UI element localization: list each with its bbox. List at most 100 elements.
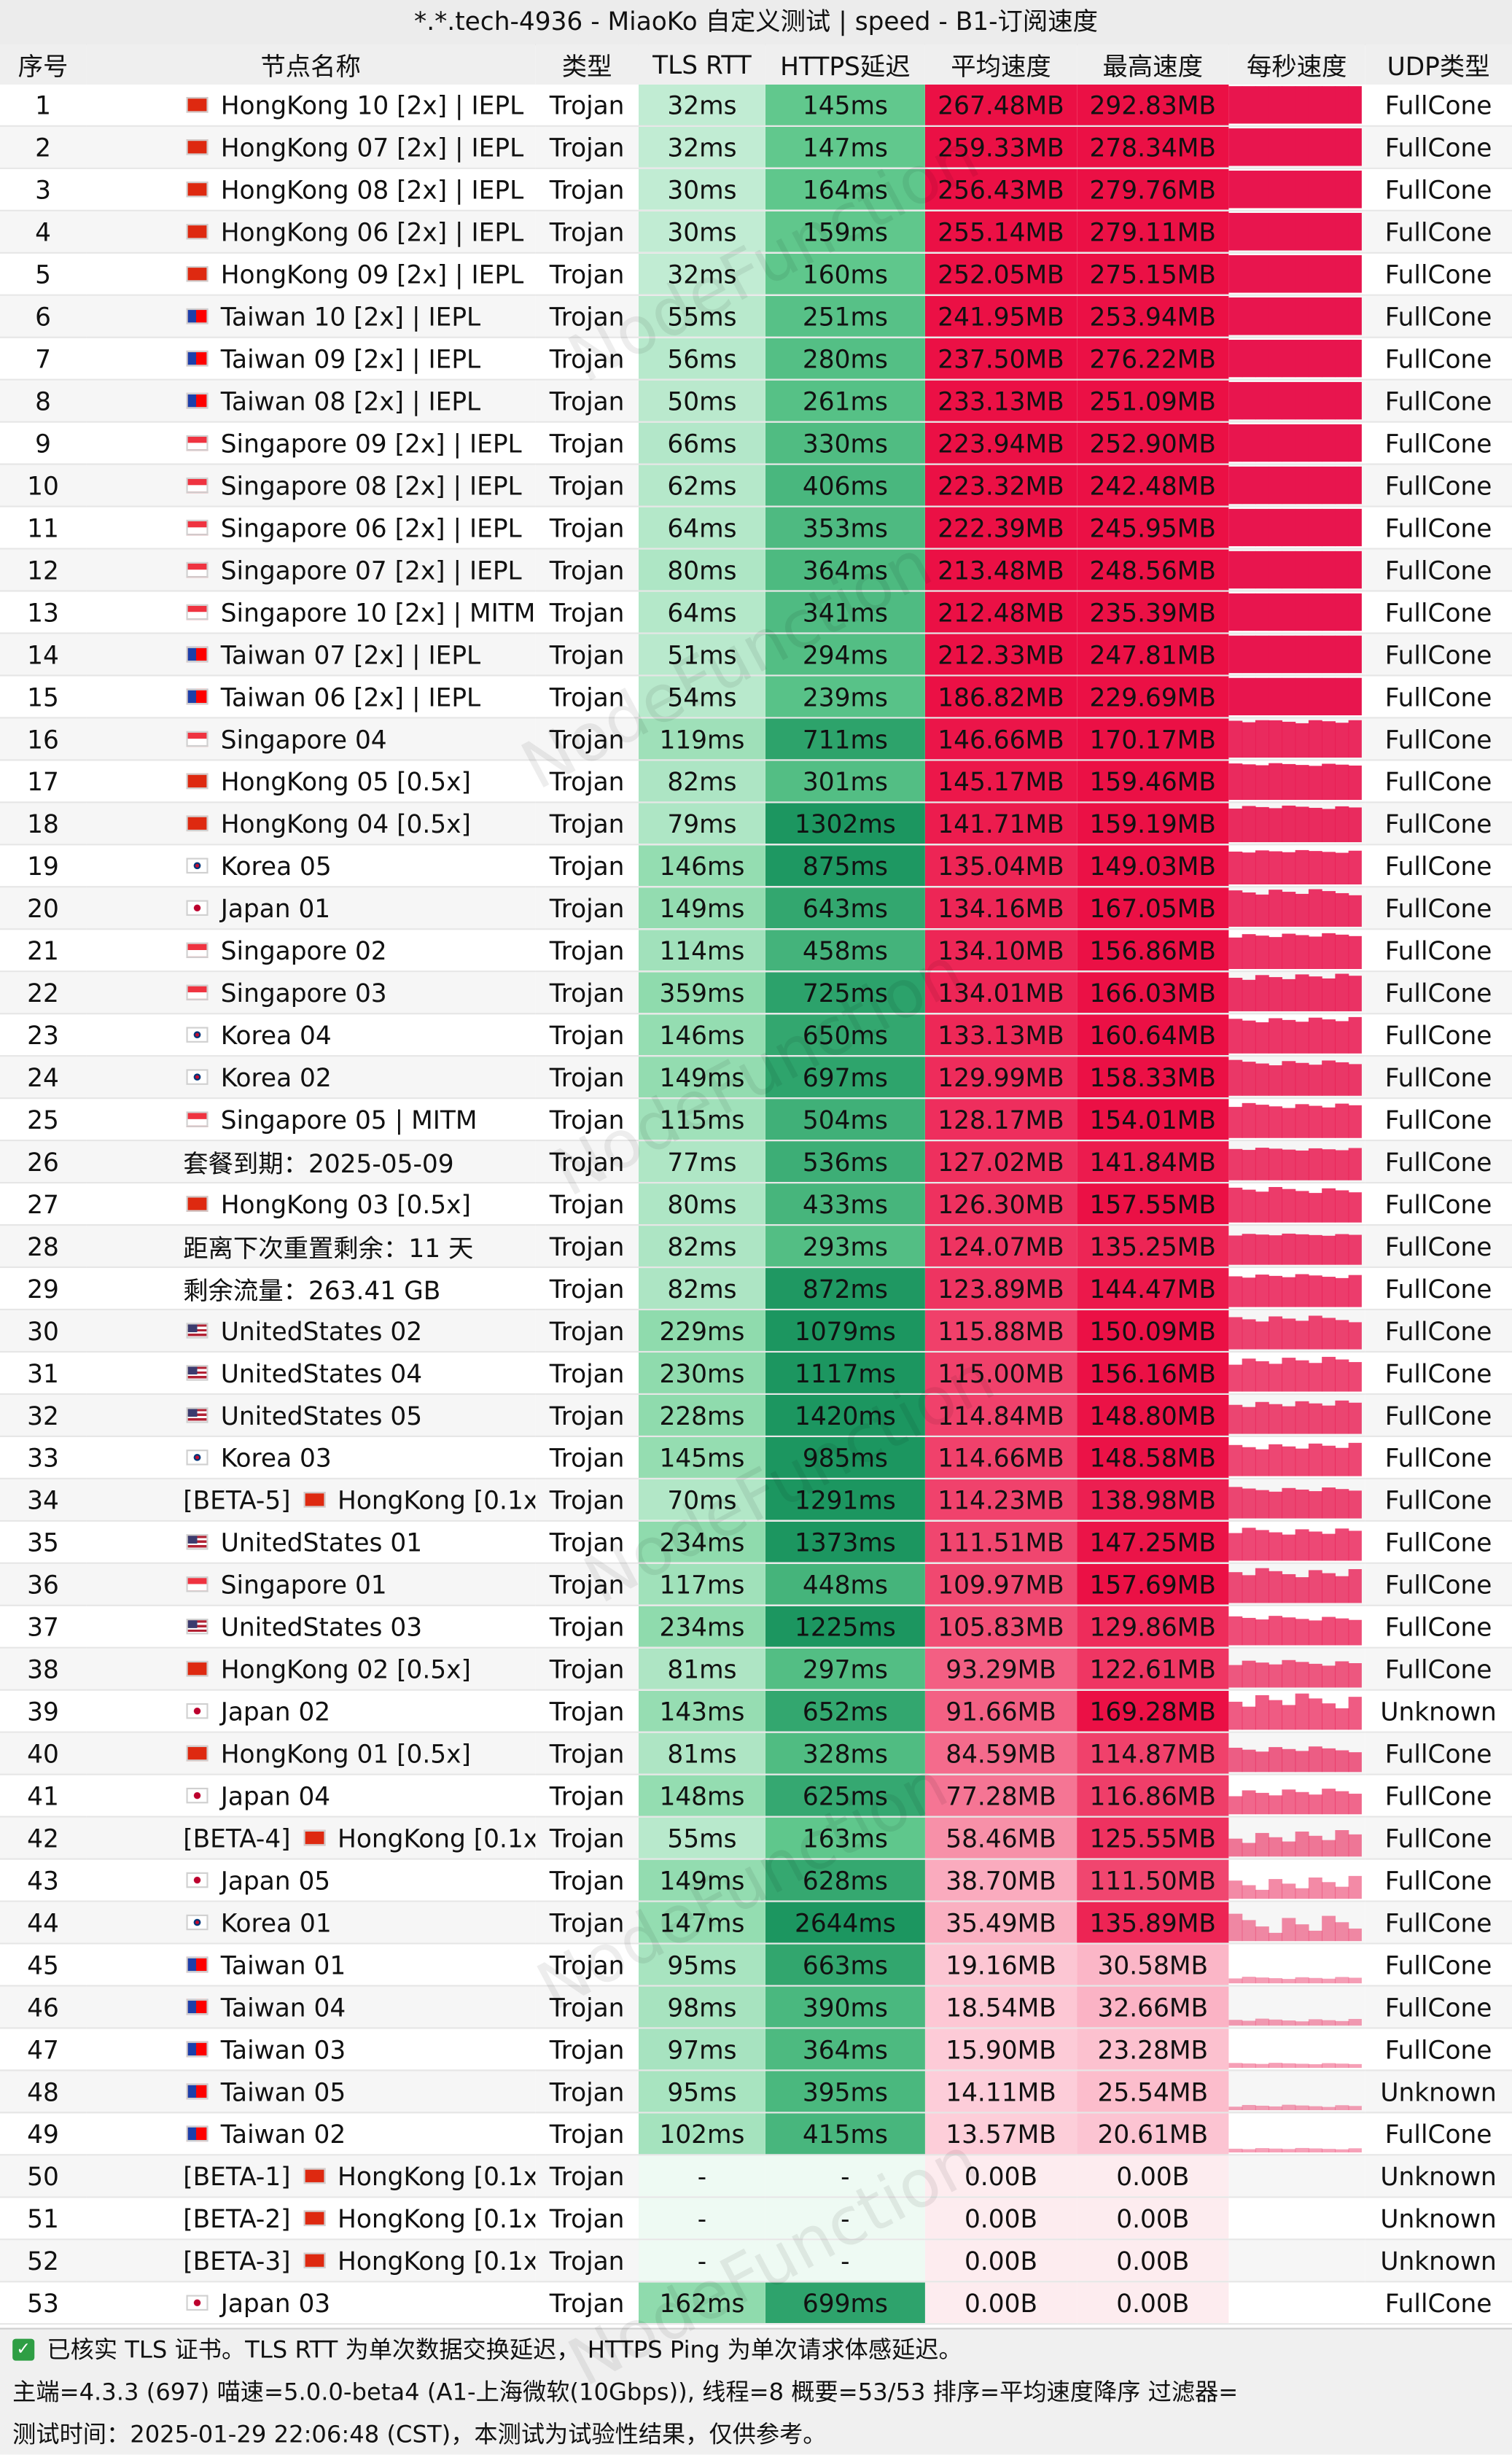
table-row[interactable]: 5 HongKong 09 [2x] | IEPL Trojan 32ms 160ms 2… (0, 252, 1512, 296)
avg-speed: 0.00B (924, 2197, 1078, 2241)
tls-rtt: 66ms (638, 421, 765, 465)
table-row[interactable]: 38 HongKong 02 [0.5x] Trojan 81ms 297ms 93.29… (0, 1647, 1512, 1691)
per-second-spark (1228, 591, 1365, 634)
spark-bar (1255, 975, 1269, 1011)
max-speed: 144.47MB (1077, 1267, 1229, 1311)
spark-bar (1269, 1879, 1283, 1899)
spark-bar (1335, 128, 1349, 166)
spark-bar (1282, 1446, 1296, 1476)
col-avg-speed[interactable]: 平均速度 (924, 44, 1078, 85)
table-row[interactable]: 46 Taiwan 04 Trojan 98ms 390ms 18.54MB 32.66MB… (0, 1985, 1512, 2029)
table-row[interactable]: 42 [BETA-4] HongKong [0.1x] Trojan 55ms 163ms… (0, 1816, 1512, 1860)
table-row[interactable]: 3 HongKong 08 [2x] | IEPL Trojan 30ms 164ms 2… (0, 168, 1512, 211)
col-per-second[interactable]: 每秒速度 (1228, 44, 1365, 85)
col-tls-rtt[interactable]: TLS RTT (638, 44, 765, 85)
table-row[interactable]: 29 剩余流量：263.41 GB Trojan 82ms 872ms 123.89MB 1… (0, 1267, 1512, 1311)
table-row[interactable]: 16 Singapore 04 Trojan 119ms 711ms 146.66MB 17… (0, 717, 1512, 761)
tls-rtt: 234ms (638, 1605, 765, 1649)
max-speed: 156.86MB (1077, 929, 1229, 973)
per-second-chart (1228, 933, 1362, 969)
udp-type: FullCone (1365, 1943, 1512, 1987)
col-index[interactable]: 序号 (0, 44, 87, 85)
table-row[interactable]: 36 Singapore 01 Trojan 117ms 448ms 109.97MB 15… (0, 1563, 1512, 1606)
table-row[interactable]: 15 Taiwan 06 [2x] | IEPL Trojan 54ms 239ms 18… (0, 675, 1512, 719)
table-row[interactable]: 40 HongKong 01 [0.5x] Trojan 81ms 328ms 84.59… (0, 1732, 1512, 1775)
table-row[interactable]: 4 HongKong 06 [2x] | IEPL Trojan 30ms 159ms 2… (0, 210, 1512, 254)
table-row[interactable]: 50 [BETA-1] HongKong [0.1x] Trojan - -0.00B 0.… (0, 2155, 1512, 2198)
col-https-delay[interactable]: HTTPS延迟 (765, 44, 925, 85)
per-second-chart (1228, 1442, 1362, 1476)
table-row[interactable]: 28 距离下次重置剩余：11 天 Trojan 82ms 293ms 124.07MB 13… (0, 1225, 1512, 1269)
table-row[interactable]: 43 Japan 05 Trojan 149ms 628ms 38.70MB 111.50M… (0, 1859, 1512, 1902)
spark-bar (1228, 1748, 1243, 1773)
per-second-chart (1228, 1356, 1362, 1392)
table-row[interactable]: 23 Korea 04 Trojan 146ms 650ms 133.13MB 160.64… (0, 1013, 1512, 1057)
table-row[interactable]: 49 Taiwan 02 Trojan 102ms 415ms 13.57MB 20.61M… (0, 2112, 1512, 2156)
node-name: UnitedStates 05 (220, 1400, 423, 1431)
node-type: Trojan (535, 1267, 639, 1311)
table-row[interactable]: 32 UnitedStates 05 Trojan 228ms 1420ms 114.84… (0, 1393, 1512, 1437)
per-second-chart (1228, 86, 1362, 124)
table-row[interactable]: 25 Singapore 05 | MITM Trojan 115ms 504ms 128… (0, 1098, 1512, 1142)
https-delay: 330ms (765, 421, 925, 465)
table-row[interactable]: 34 [BETA-5] HongKong [0.1x] Trojan 70ms 1291m… (0, 1478, 1512, 1522)
per-second-chart (1228, 1274, 1362, 1307)
table-row[interactable]: 24 Korea 02 Trojan 149ms 697ms 129.99MB 158.33… (0, 1056, 1512, 1100)
table-row[interactable]: 14 Taiwan 07 [2x] | IEPL Trojan 51ms 294ms 21… (0, 633, 1512, 677)
spark-bar (1348, 1234, 1362, 1265)
table-row[interactable]: 52 [BETA-3] HongKong [0.1x] Trojan - -0.00B 0.… (0, 2239, 1512, 2283)
spark-bar (1322, 1915, 1336, 1942)
table-row[interactable]: 22 Singapore 03 Trojan 359ms 725ms 134.01MB 16… (0, 971, 1512, 1015)
table-row[interactable]: 47 Taiwan 03 Trojan 97ms 364ms 15.90MB 23.28MB… (0, 2028, 1512, 2071)
col-udp-type[interactable]: UDP类型 (1365, 44, 1512, 85)
per-second-chart (1228, 2147, 1362, 2153)
table-row[interactable]: 10 Singapore 08 [2x] | IEPL Trojan 62ms 406m… (0, 464, 1512, 507)
table-row[interactable]: 19 Korea 05 Trojan 146ms 875ms 135.04MB 149.03… (0, 844, 1512, 888)
spark-bar (1269, 1275, 1283, 1307)
table-row[interactable]: 48 Taiwan 05 Trojan 95ms 395ms 14.11MB 25.54MB… (0, 2070, 1512, 2114)
table-row[interactable]: 27 HongKong 03 [0.5x] Trojan 80ms 433ms 126.3… (0, 1183, 1512, 1226)
table-row[interactable]: 21 Singapore 02 Trojan 114ms 458ms 134.10MB 15… (0, 929, 1512, 973)
table-row[interactable]: 37 UnitedStates 03 Trojan 234ms 1225ms 105.83… (0, 1605, 1512, 1649)
udp-type: FullCone (1365, 591, 1512, 634)
table-row[interactable]: 17 HongKong 05 [0.5x] Trojan 82ms 301ms 145.1… (0, 760, 1512, 804)
table-row[interactable]: 1 HongKong 10 [2x] | IEPL Trojan 32ms 145ms 2… (0, 84, 1512, 127)
udp-type: FullCone (1365, 1985, 1512, 2029)
table-row[interactable]: 39 Japan 02 Trojan 143ms 652ms 91.66MB 169.28M… (0, 1689, 1512, 1733)
table-row[interactable]: 13 Singapore 10 [2x] | MITM | IEPLTrojan6… (0, 591, 1512, 634)
table-row[interactable]: 26 套餐到期：2025-05-09 Trojan 77ms 536ms 127.02MB… (0, 1140, 1512, 1184)
table-row[interactable]: 7 Taiwan 09 [2x] | IEPL Trojan 56ms 280ms 237… (0, 337, 1512, 381)
table-row[interactable]: 41 Japan 04 Trojan 148ms 625ms 77.28MB 116.86M… (0, 1774, 1512, 1818)
flag-tw-icon (186, 392, 209, 409)
table-row[interactable]: 44 Korea 01 Trojan 147ms 2644ms 35.49MB 135.89… (0, 1901, 1512, 1945)
table-row[interactable]: 6 Taiwan 10 [2x] | IEPL Trojan 55ms 251ms 241… (0, 295, 1512, 338)
col-node-name[interactable]: 节点名称 (86, 44, 536, 85)
spark-bar (1322, 593, 1336, 631)
tls-rtt: 81ms (638, 1647, 765, 1691)
tls-rtt: - (638, 2239, 765, 2283)
flag-kr-icon (186, 857, 209, 874)
node-type: Trojan (535, 84, 639, 127)
table-row[interactable]: 8 Taiwan 08 [2x] | IEPL Trojan 50ms 261ms 233… (0, 379, 1512, 423)
table-row[interactable]: 33 Korea 03 Trojan 145ms 985ms 114.66MB 148.58… (0, 1436, 1512, 1479)
table-row[interactable]: 18 HongKong 04 [0.5x] Trojan 79ms 1302ms 141.… (0, 802, 1512, 846)
table-row[interactable]: 51 [BETA-2] HongKong [0.1x] Trojan - -0.00B 0.… (0, 2197, 1512, 2241)
table-row[interactable]: 9 Singapore 09 [2x] | IEPL Trojan 66ms 330ms… (0, 421, 1512, 465)
col-type[interactable]: 类型 (535, 44, 639, 85)
table-row[interactable]: 31 UnitedStates 04 Trojan 230ms 1117ms 115.00… (0, 1351, 1512, 1395)
table-row[interactable]: 2 HongKong 07 [2x] | IEPL Trojan 32ms 147ms 2… (0, 125, 1512, 169)
spark-bar (1322, 1978, 1336, 1984)
table-row[interactable]: 45 Taiwan 01 Trojan 95ms 663ms 19.16MB 30.58MB… (0, 1943, 1512, 1987)
table-row[interactable]: 20 Japan 01 Trojan 149ms 643ms 134.16MB 167.05… (0, 887, 1512, 930)
table-row[interactable]: 11 Singapore 06 [2x] | IEPL Trojan 64ms 353m… (0, 506, 1512, 550)
table-row[interactable]: 12 Singapore 07 [2x] | IEPL Trojan 80ms 364m… (0, 548, 1512, 592)
table-row[interactable]: 30 UnitedStates 02 Trojan 229ms 1079ms 115.88… (0, 1309, 1512, 1353)
table-row[interactable]: 53 Japan 03 Trojan 162ms 699ms 0.00B 0.00B Full… (0, 2281, 1512, 2325)
spark-bar (1322, 297, 1336, 335)
col-max-speed[interactable]: 最高速度 (1077, 44, 1229, 85)
table-row[interactable]: 35 UnitedStates 01 Trojan 234ms 1373ms 111.51… (0, 1520, 1512, 1564)
avg-speed: 35.49MB (924, 1901, 1078, 1945)
spark-bar (1322, 1616, 1336, 1646)
spark-bar (1322, 1487, 1336, 1519)
spark-bar (1255, 1401, 1269, 1434)
